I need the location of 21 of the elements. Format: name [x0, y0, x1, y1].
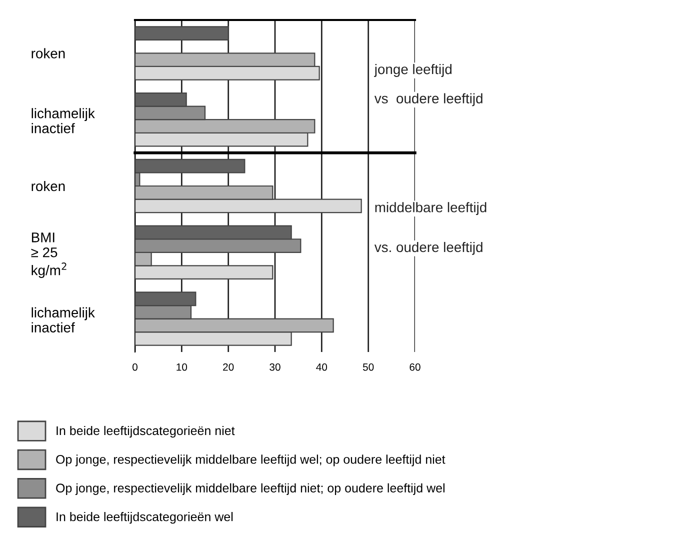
x-tick-label: 20	[223, 363, 234, 371]
x-tick-label: 60	[410, 363, 420, 371]
y-tick-label: lichamelijk inactief	[32, 108, 95, 134]
x-tick-label: 40	[316, 363, 328, 371]
legend-label: Op jonge, respectievelijk middelbare leeftijd wel; op oudere leeftijd niet	[56, 454, 446, 466]
legend-label: Op jonge, respectievelijk middelbare leeftijd niet; op oudere leeftijd wel	[56, 483, 444, 495]
x-tick-label: 50	[362, 363, 374, 371]
annotation: vs. oudere leeftijd	[374, 242, 482, 255]
y-tick-label: roken	[32, 48, 65, 58]
legend-label: In beide leeftijdscategorieën niet	[56, 426, 235, 438]
y-tick-label: roken	[32, 180, 65, 192]
bar	[135, 26, 229, 40]
x-tick-label: 10	[176, 363, 188, 371]
y-tick-label: lichamelijk inactief	[32, 307, 95, 332]
annotation: vs oudere leeftijd	[374, 93, 482, 106]
annotation: jonge leeftijd	[374, 64, 452, 77]
legend-label: In beide leeftijdscategorieën wel	[56, 512, 233, 524]
x-tick-label: 0	[132, 363, 138, 371]
x-tick-label: 30	[270, 363, 280, 371]
annotation: middelbare leeftijd	[375, 202, 486, 216]
y-tick-label: BMI ≥ 25 kg/m$^{2}$	[31, 232, 66, 278]
